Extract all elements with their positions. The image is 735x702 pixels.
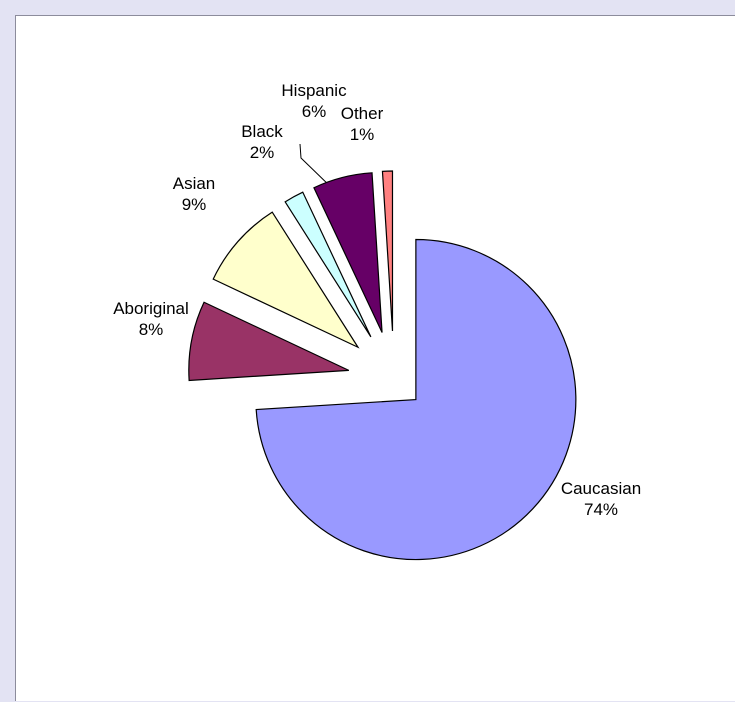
pie-slice-asian: [212, 211, 360, 349]
slice-percent-other: 1%: [350, 125, 375, 144]
slice-percent-caucasian: 74%: [584, 500, 618, 519]
slice-percent-black: 2%: [250, 143, 275, 162]
pie-slice-aboriginal: [188, 301, 350, 382]
slice-label-black: Black: [241, 122, 283, 141]
pie-chart: Caucasian 74% Aboriginal 8% Asian 9% Black 2% Hi…: [113, 81, 641, 561]
pie-slice-black: [284, 191, 372, 338]
slice-percent-asian: 9%: [182, 195, 207, 214]
slice-label-hispanic: Hispanic: [281, 81, 347, 100]
slice-label-caucasian: Caucasian: [561, 479, 641, 498]
pie-slice-other: [381, 170, 394, 332]
leader-line-hispanic: [299, 143, 327, 183]
slice-percent-aboriginal: 8%: [139, 320, 164, 339]
slice-label-asian: Asian: [173, 174, 216, 193]
slice-label-aboriginal: Aboriginal: [113, 299, 189, 318]
pie-slice-hispanic: [313, 172, 383, 333]
chart-area: Caucasian 74% Aboriginal 8% Asian 9% Black 2% Hi…: [15, 15, 735, 701]
slice-label-other: Other: [341, 104, 384, 123]
pie-slice-caucasian: [255, 238, 577, 561]
slice-percent-hispanic: 6%: [302, 102, 327, 121]
